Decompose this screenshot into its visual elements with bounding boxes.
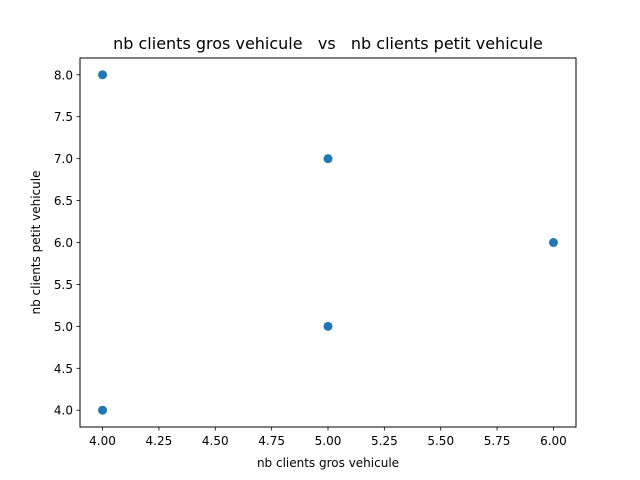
data-point — [98, 405, 108, 415]
data-point — [548, 238, 558, 247]
x-tick-label: 4.25 — [146, 434, 173, 448]
x-tick-label: 4.75 — [258, 434, 285, 448]
chart-title: nb clients gros vehicule vs nb clients p… — [113, 34, 543, 53]
x-tick-label: 6.00 — [540, 434, 567, 448]
y-tick-label: 4.0 — [54, 404, 73, 418]
y-axis-label: nb clients petit vehicule — [29, 171, 43, 315]
data-point — [323, 154, 333, 164]
y-tick-label: 8.0 — [54, 68, 73, 82]
x-tick-label: 4.00 — [89, 434, 116, 448]
x-tick-label: 5.00 — [315, 434, 342, 448]
y-tick-label: 7.0 — [54, 152, 73, 166]
y-tick-label: 5.5 — [54, 278, 73, 292]
y-tick-label: 7.5 — [54, 110, 73, 124]
x-tick-label: 5.50 — [427, 434, 454, 448]
x-tick-label: 5.75 — [484, 434, 511, 448]
y-axis-ticks: 4.0 4.5 5.0 5.5 6.0 6.5 7.0 7.5 8.0 — [54, 68, 80, 418]
y-tick-label: 6.5 — [54, 194, 73, 208]
x-axis-label: nb clients gros vehicule — [257, 456, 399, 470]
x-axis-ticks: 4.00 4.25 4.50 4.75 5.00 5.25 5.50 5.75 6.00 — [89, 427, 567, 448]
y-tick-label: 4.5 — [54, 362, 73, 376]
y-tick-label: 6.0 — [54, 236, 73, 250]
plot-area — [79, 57, 577, 428]
x-tick-label: 4.50 — [202, 434, 229, 448]
data-points — [98, 70, 558, 415]
axes-frame — [79, 57, 577, 428]
data-point — [98, 70, 108, 80]
data-point — [323, 321, 333, 331]
x-tick-label: 5.25 — [371, 434, 398, 448]
y-tick-label: 5.0 — [54, 320, 73, 334]
